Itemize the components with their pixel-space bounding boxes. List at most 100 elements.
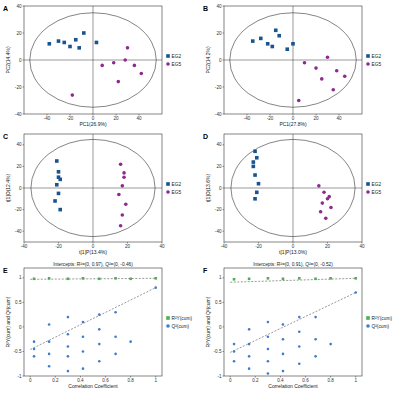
data-point (98, 360, 101, 363)
data-point (119, 162, 123, 166)
legend-label: EG2 (372, 182, 382, 187)
data-point (100, 64, 104, 68)
panel-3: D-40-2002040-40-2002040t[1]P(13.0%)t[1]O… (203, 133, 381, 255)
data-point (57, 39, 61, 43)
y-tick (23, 60, 25, 61)
y-tick (23, 166, 25, 167)
data-point (48, 353, 51, 356)
legend-marker (366, 62, 370, 66)
y-tick-label: 0.5 (215, 300, 222, 305)
data-point (48, 323, 51, 326)
origin-line (224, 60, 362, 61)
data-point (255, 191, 259, 195)
y-tick (23, 144, 25, 145)
y-tick-label: 1 (19, 275, 22, 280)
data-point (354, 291, 357, 294)
y-tick-label: -20 (215, 85, 222, 90)
data-point (74, 38, 78, 42)
origin-line (224, 188, 362, 189)
legend: R²Y(cum)Q²(cum) (166, 316, 192, 329)
data-point (248, 343, 251, 346)
data-point (255, 156, 259, 160)
x-tick-label: 1 (154, 378, 157, 383)
data-point (233, 360, 236, 363)
regression-line (230, 278, 355, 282)
x-tick-label: 0.8 (127, 378, 134, 383)
confidence-ellipse (31, 139, 155, 236)
panel-2: C-40-2002040-40-2002040t[1]P(13.4%)t[1]O… (3, 133, 181, 255)
data-point (33, 340, 36, 343)
data-point (282, 338, 285, 341)
data-point (48, 277, 51, 280)
data-point (298, 316, 301, 319)
plot-area (224, 134, 362, 242)
data-point (233, 350, 236, 353)
x-axis-label: t[1]P(13.0%) (279, 249, 307, 255)
x-axis-label: Correlation Coefficient (68, 383, 118, 389)
data-point (82, 321, 85, 324)
origin-line (24, 188, 162, 189)
regression-line (30, 288, 155, 350)
data-point (119, 224, 123, 228)
data-point (233, 343, 236, 346)
data-point (314, 338, 317, 341)
data-point (129, 340, 132, 343)
data-point (314, 316, 317, 319)
data-point (123, 58, 127, 62)
legend-label: EG5 (372, 62, 382, 67)
data-point (329, 343, 332, 346)
data-point (274, 29, 278, 33)
y-axis-label: R²Y(cum) and Q²(cum) (205, 296, 211, 347)
x-tick-label: -20 (267, 116, 274, 121)
x-tick-label: 40 (136, 116, 142, 121)
regression-line (30, 278, 155, 280)
series (230, 291, 357, 375)
x-axis-label: t[1]P(13.4%) (79, 249, 107, 255)
data-point (122, 171, 126, 175)
data-point (282, 353, 285, 356)
panel-label: A (3, 5, 8, 12)
legend-label: EG5 (172, 62, 182, 67)
y-axis-label: t[1]O(12.4%) (5, 174, 11, 203)
y-tick-label: 40 (216, 142, 222, 147)
panel-label: E (3, 267, 8, 274)
data-point (271, 45, 275, 49)
x-tick-label: 0 (29, 378, 32, 383)
data-point (298, 277, 301, 280)
y-tick-label: 40 (16, 142, 22, 147)
chart-title: Intercepts: R²=(0, 0.91), Q²=(0, -0.52) (253, 262, 333, 267)
data-point (121, 213, 125, 217)
series (53, 159, 62, 211)
legend: EG2 EG5 (366, 54, 381, 67)
data-point (57, 192, 61, 196)
confidence-ellipse (30, 13, 157, 108)
panel-0: A-40-2002040-40-2002040PC1(26.9%)PC2(14.… (3, 4, 181, 127)
x-tick-label: -40 (44, 116, 51, 121)
y-tick (23, 114, 25, 115)
data-point (329, 206, 333, 210)
y-tick (23, 188, 25, 189)
y-tick (23, 231, 25, 232)
y-tick-label: 1 (219, 275, 222, 280)
data-point (62, 41, 66, 45)
y-tick (23, 209, 25, 210)
x-tick-label: -40 (244, 116, 251, 121)
data-point (57, 170, 61, 174)
data-point (67, 370, 70, 373)
confidence-ellipse (231, 139, 355, 236)
data-point (282, 278, 285, 281)
data-point (233, 278, 236, 281)
data-point (253, 173, 257, 177)
panel-4: E00.20.40.60.81-1-0.500.51Correlation Co… (3, 262, 192, 389)
data-point (320, 77, 324, 81)
data-point (252, 160, 256, 164)
legend-label: EG2 (172, 54, 182, 59)
panel-label: C (3, 133, 8, 140)
legend-label: EG2 (372, 54, 382, 59)
x-tick-label: 20 (325, 244, 331, 249)
y-tick-label: -40 (15, 112, 22, 117)
y-tick-label: 0 (219, 325, 222, 330)
series (230, 277, 357, 282)
data-point (298, 331, 301, 334)
data-point (343, 74, 347, 78)
